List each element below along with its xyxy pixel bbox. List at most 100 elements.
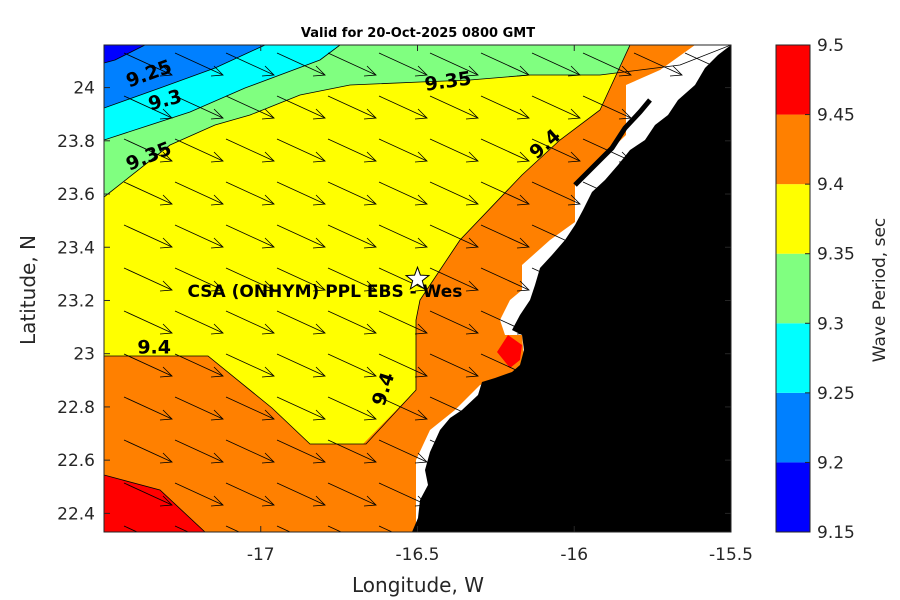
- wave-arrow-head: [312, 495, 326, 507]
- wave-arrow-shaft: [276, 482, 326, 506]
- wave-arrow-shaft: [225, 181, 275, 205]
- wave-arrow-shaft: [123, 482, 173, 506]
- wave-arrow-head: [465, 323, 479, 335]
- wave-arrow-head: [312, 323, 326, 335]
- colorbar-swatch: [776, 253, 810, 324]
- wave-arrow-head: [364, 539, 376, 549]
- wave-arrow-head: [261, 280, 275, 292]
- x-tick-label: -16: [560, 545, 588, 565]
- wave-arrow-shaft: [276, 353, 326, 377]
- wave-arrow-head: [414, 409, 428, 421]
- wave-arrow-shaft: [174, 439, 224, 463]
- wave-arrow-head: [363, 452, 377, 464]
- station-label: CSA (ONHYM) PPL EBS - Wes: [188, 282, 463, 302]
- wave-arrow-head: [159, 65, 173, 77]
- wave-arrow-head: [159, 108, 173, 120]
- wave-arrow-shaft: [123, 224, 173, 248]
- wave-arrow-shaft: [174, 52, 224, 76]
- y-tick-label: 22.8: [57, 398, 95, 418]
- wave-arrow-head: [363, 495, 377, 507]
- wave-arrow-head: [210, 495, 224, 507]
- wave-arrow-shaft: [531, 482, 581, 506]
- wave-arrow-head: [312, 280, 326, 292]
- colorbar: 9.15 9.2 9.25 9.3 9.35 9.4 9.45 9.5: [775, 36, 855, 543]
- wave-arrow-shaft: [378, 525, 394, 532]
- wave-arrow-shaft: [531, 224, 581, 248]
- wave-arrow-head: [210, 366, 224, 378]
- wave-arrow-shaft: [531, 353, 581, 377]
- colorbar-tick-label: 9.25: [817, 384, 855, 404]
- wave-arrow-head: [567, 452, 581, 464]
- wave-arrow-shaft: [531, 52, 581, 76]
- wave-arrow-head: [363, 151, 377, 163]
- wave-arrow-head: [313, 539, 325, 549]
- wave-arrow-shaft: [633, 52, 683, 76]
- wave-arrow-shaft: [276, 224, 326, 248]
- wave-arrow-head: [567, 366, 581, 378]
- y-axis-ticks: 22.4 22.6 22.8 23 23.2 23.4 23.6 23.8 24: [57, 79, 731, 524]
- wave-arrow-head: [720, 65, 731, 77]
- y-axis-label: Latitude, N: [16, 235, 40, 345]
- wave-arrow-head: [516, 108, 530, 120]
- wave-arrow-head: [312, 65, 326, 77]
- wave-arrow-head: [516, 366, 530, 378]
- wave-arrow-head: [159, 237, 173, 249]
- wave-arrow-shaft: [225, 95, 275, 119]
- wave-arrow-shaft: [327, 310, 377, 334]
- wave-arrow-shaft: [429, 138, 479, 162]
- wave-arrow-shaft: [174, 267, 224, 291]
- wave-arrow-head: [210, 194, 224, 206]
- colorbar-tick-label: 9.35: [817, 245, 855, 265]
- wave-arrow-shaft: [327, 95, 377, 119]
- wave-arrow-head: [363, 108, 377, 120]
- contour-label: 9.4: [137, 337, 171, 359]
- wave-arrow-head: [261, 65, 275, 77]
- wave-arrow-head: [414, 495, 428, 507]
- wave-arrow-head: [465, 495, 479, 507]
- wave-arrow-shaft: [276, 95, 326, 119]
- wave-arrow-head: [210, 323, 224, 335]
- band-9.45-9.5-coast: [497, 335, 522, 368]
- wave-arrow-head: [414, 65, 428, 77]
- wave-arrow-head: [567, 495, 581, 507]
- wave-arrow-head: [466, 539, 478, 549]
- wave-arrow-shaft: [327, 353, 377, 377]
- wave-arrow-head: [312, 409, 326, 421]
- wave-arrow-head: [312, 452, 326, 464]
- wave-arrow-head: [363, 366, 377, 378]
- wave-arrow-head: [261, 108, 275, 120]
- wave-arrow-shaft: [378, 138, 428, 162]
- colorbar-swatch: [776, 323, 810, 393]
- wave-arrow-shaft: [429, 353, 479, 377]
- wave-arrow-shaft: [123, 52, 173, 76]
- wave-arrow-shaft: [123, 439, 173, 463]
- chart-title: Valid for 20-Oct-2025 0800 GMT: [301, 26, 535, 41]
- wave-arrow-shaft: [480, 95, 530, 119]
- wave-arrow-head: [465, 366, 479, 378]
- wave-arrow-head: [363, 65, 377, 77]
- wave-arrow-head: [363, 280, 377, 292]
- wave-arrow-head: [210, 409, 224, 421]
- wave-arrow-shaft: [582, 181, 632, 205]
- wave-arrow-head: [516, 280, 530, 292]
- wave-arrow-head: [159, 495, 173, 507]
- wave-arrow-shaft: [582, 95, 632, 119]
- wave-arrow-shaft: [429, 181, 479, 205]
- wave-arrow-head: [312, 194, 326, 206]
- wave-arrow-shaft: [531, 181, 581, 205]
- wave-arrow-shaft: [531, 439, 581, 463]
- x-tick-label: -15.5: [709, 545, 753, 565]
- colorbar-swatch: [776, 114, 810, 185]
- wave-arrow-head: [465, 65, 479, 77]
- wave-arrow-shaft: [225, 52, 275, 76]
- wave-arrow-head: [261, 495, 275, 507]
- wave-arrow-shaft: [276, 439, 326, 463]
- band-9.2-9.25: [104, 45, 265, 108]
- wave-arrow-shaft: [378, 482, 428, 506]
- wave-arrow-head: [516, 237, 530, 249]
- wave-arrow-shaft: [276, 52, 326, 76]
- wave-arrow-shaft: [429, 396, 479, 420]
- wave-arrow-shaft: [174, 181, 224, 205]
- wave-arrow-head: [210, 108, 224, 120]
- wave-arrow-shaft: [582, 52, 632, 76]
